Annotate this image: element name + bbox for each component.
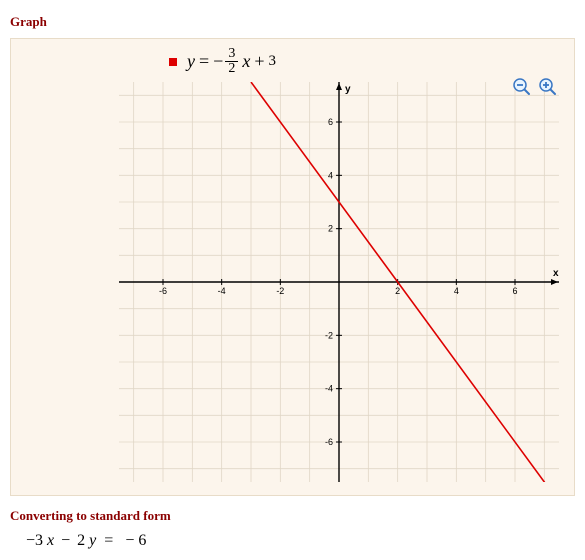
svg-text:y: y (345, 84, 351, 95)
eqn-plus: + (254, 51, 264, 72)
svg-text:-4: -4 (218, 286, 226, 296)
eqn-numerator: 3 (225, 47, 238, 62)
svg-text:-6: -6 (159, 286, 167, 296)
legend-marker (169, 58, 177, 66)
svg-text:6: 6 (328, 117, 333, 127)
std-rhs: − 6 (125, 532, 146, 549)
eqn-equals: = (199, 51, 209, 72)
eqn-constant: 3 (268, 53, 276, 70)
equation-display: y = − 3 2 x + 3 (169, 47, 566, 76)
svg-text:2: 2 (328, 224, 333, 234)
svg-text:x: x (553, 268, 559, 279)
standard-form-equation: −3 x − 2 y = − 6 (26, 532, 575, 550)
std-c1: −3 (26, 532, 43, 549)
eqn-denominator: 2 (225, 62, 238, 76)
eqn-neg: − (213, 51, 223, 72)
std-equals: = (104, 532, 113, 549)
std-c2: 2 (77, 532, 85, 549)
eqn-xvar: x (242, 51, 250, 72)
eqn-lhs: y (187, 51, 195, 72)
svg-text:4: 4 (328, 170, 333, 180)
section-title-standard-form: Converting to standard form (10, 508, 575, 524)
section-title-graph: Graph (10, 14, 575, 30)
zoom-controls (512, 77, 558, 97)
chart-container: -6 -4 -2 2 4 6 -6 -4 -2 2 4 6 x y (119, 82, 566, 487)
line-chart: -6 -4 -2 2 4 6 -6 -4 -2 2 4 6 x y (119, 82, 559, 482)
svg-text:6: 6 (512, 286, 517, 296)
std-minus: − (61, 532, 70, 549)
zoom-out-icon[interactable] (512, 77, 532, 97)
std-v1: x (47, 532, 54, 549)
svg-text:-6: -6 (325, 437, 333, 447)
graph-panel: y = − 3 2 x + 3 -6 -4 -2 2 4 6 -6 -4 (10, 38, 575, 496)
eqn-fraction: 3 2 (225, 47, 238, 76)
svg-text:-4: -4 (325, 384, 333, 394)
svg-text:-2: -2 (325, 330, 333, 340)
zoom-in-icon[interactable] (538, 77, 558, 97)
std-v2: y (89, 532, 96, 549)
svg-text:2: 2 (395, 286, 400, 296)
svg-text:4: 4 (454, 286, 459, 296)
svg-text:-2: -2 (276, 286, 284, 296)
